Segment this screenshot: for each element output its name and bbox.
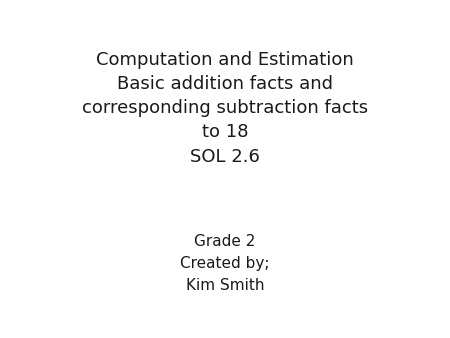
- Text: Grade 2
Created by;
Kim Smith: Grade 2 Created by; Kim Smith: [180, 234, 270, 293]
- Text: Computation and Estimation
Basic addition facts and
corresponding subtraction fa: Computation and Estimation Basic additio…: [82, 51, 368, 166]
